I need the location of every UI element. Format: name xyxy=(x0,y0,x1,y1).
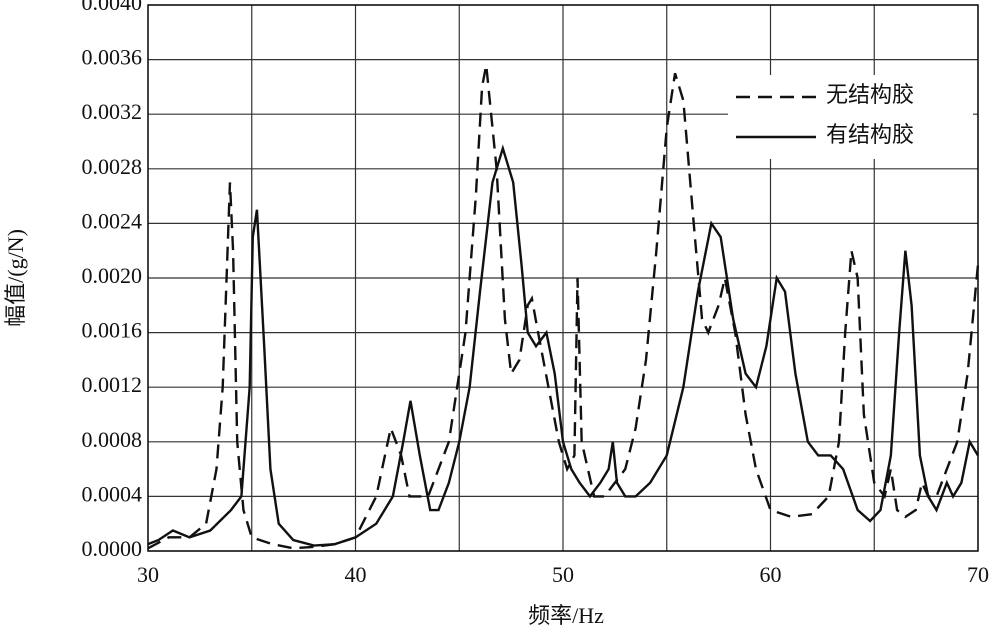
legend-label: 有结构胶 xyxy=(826,122,914,147)
y-tick-label: 0.0036 xyxy=(82,45,143,70)
y-tick-label: 0.0004 xyxy=(82,481,143,506)
x-tick-label: 50 xyxy=(552,562,574,587)
y-axis-title: 幅值/(g/N) xyxy=(3,229,28,327)
y-tick-label: 0.0016 xyxy=(82,318,143,343)
y-tick-label: 0.0012 xyxy=(82,372,143,397)
y-tick-label: 0.0024 xyxy=(82,208,143,233)
x-axis-title: 频率/Hz xyxy=(528,603,604,628)
y-tick-label: 0.0020 xyxy=(82,263,143,288)
line-series xyxy=(147,144,980,547)
x-tick-label: 60 xyxy=(760,562,782,587)
y-tick-label: 0.0032 xyxy=(82,99,143,124)
legend-label: 无结构胶 xyxy=(826,82,914,107)
plot-frame xyxy=(147,4,979,552)
x-tick-label: 70 xyxy=(967,562,989,587)
y-tick-label: 0.0000 xyxy=(82,536,143,561)
x-tick-label: 30 xyxy=(137,562,159,587)
x-tick-label: 40 xyxy=(345,562,367,587)
y-tick-label: 0.0028 xyxy=(82,154,143,179)
legend-box xyxy=(728,75,973,159)
line-series xyxy=(147,64,980,550)
y-tick-label: 0.0040 xyxy=(82,0,143,15)
y-tick-label: 0.0008 xyxy=(82,427,143,452)
